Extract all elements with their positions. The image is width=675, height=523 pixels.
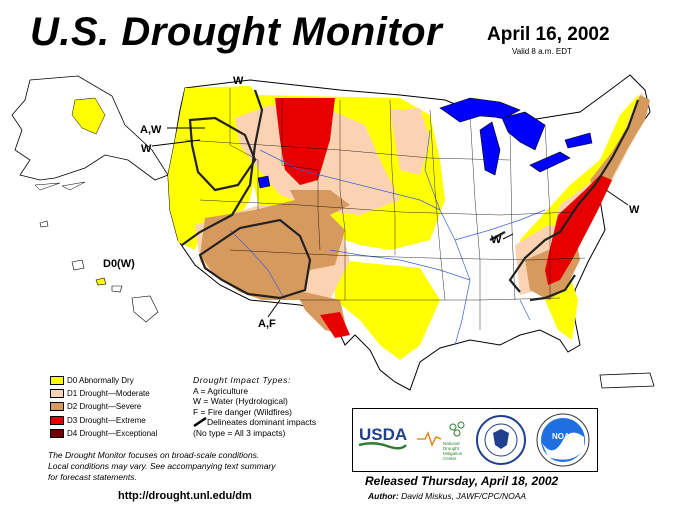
great-lakes (439, 97, 593, 176)
impact-agriculture: A = Agriculture (193, 385, 249, 396)
legend-item-d0: D0 Abnormally Dry (50, 374, 200, 387)
legend-label: D3 Drought—Extreme (67, 415, 146, 425)
legend-item-d1: D1 Drought—Moderate (50, 387, 200, 400)
impact-label-af: A,F (258, 318, 276, 330)
note-line-2: Local conditions may vary. See accompany… (48, 461, 276, 471)
legend-label: D1 Drought—Moderate (67, 389, 150, 399)
ndmc-logo: National Drought Mitigation Center (417, 421, 465, 461)
svg-text:NOAA: NOAA (552, 432, 576, 441)
map-date: April 16, 2002 (487, 24, 610, 45)
svg-text:Drought: Drought (443, 446, 460, 451)
legend-label: D0 Abnormally Dry (67, 376, 134, 386)
impact-types: Drought Impact Types: A = Agriculture W … (193, 375, 316, 438)
impact-label-w-north: W (233, 75, 244, 87)
svg-text:National: National (443, 441, 460, 446)
legend-swatch (50, 389, 64, 399)
legend-item-d2: D2 Drought—Severe (50, 400, 200, 413)
state-boundaries (184, 88, 586, 330)
impact-line-label: Delineates dominant impacts (207, 417, 317, 427)
impact-heading: Drought Impact Types: (193, 375, 291, 385)
legend-item-d4: D4 Drought—Exceptional (50, 427, 200, 440)
noaa-logo: NOAA (536, 413, 590, 467)
impact-fire: F = Fire danger (Wildfires) (193, 406, 292, 417)
svg-text:USDA: USDA (359, 425, 407, 444)
author-label: Author: (368, 491, 399, 501)
commerce-seal (476, 415, 526, 465)
rivers (229, 129, 546, 346)
author-name: David Miskus, JAWF/CPC/NOAA (401, 491, 527, 501)
page-title: U.S. Drought Monitor (30, 10, 443, 54)
logos-graphic: USDA National Drought Mitigation Center … (358, 413, 590, 467)
disclaimer-note: The Drought Monitor focuses on broad-sca… (48, 450, 276, 483)
usda-logo: USDA (358, 421, 407, 451)
agency-logos: USDA National Drought Mitigation Center … (352, 408, 598, 472)
great-salt-lake (257, 175, 271, 189)
released-date: Released Thursday, April 18, 2002 (365, 474, 559, 488)
hawaii (39, 220, 159, 323)
impact-none: (No type = All 3 impacts) (193, 427, 286, 438)
note-line-3: for forecast statements. (48, 472, 137, 482)
impact-line-icon (193, 417, 207, 428)
impact-label-hawaii: D0(W) (103, 258, 135, 270)
note-line-1: The Drought Monitor focuses on broad-sca… (48, 450, 260, 460)
valid-time: Valid 8 a.m. EDT (512, 47, 572, 56)
website-link[interactable]: http://drought.unl.edu/dm (118, 490, 252, 502)
legend: D0 Abnormally Dry D1 Drought—Moderate D2… (50, 374, 200, 440)
impact-label-w-east: W (629, 204, 640, 216)
impact-label-aw: A,W (140, 124, 162, 136)
puerto-rico (599, 372, 655, 389)
svg-text:Center: Center (443, 456, 457, 461)
legend-swatch (50, 428, 64, 438)
legend-swatch (50, 415, 64, 425)
legend-swatch (50, 402, 64, 412)
author: Author: David Miskus, JAWF/CPC/NOAA (368, 491, 526, 501)
alaska (11, 75, 169, 191)
impact-line-row: Delineates dominant impacts (193, 417, 316, 428)
legend-swatch (50, 376, 64, 386)
impact-label-w-midwest: W (491, 234, 502, 246)
impact-water: W = Water (Hydrological) (193, 396, 288, 406)
legend-item-d3: D3 Drought—Extreme (50, 414, 200, 427)
drought-areas (168, 86, 650, 360)
legend-label: D2 Drought—Severe (67, 402, 142, 412)
svg-text:Mitigation: Mitigation (443, 451, 463, 456)
impact-label-w-west: W (141, 143, 152, 155)
legend-label: D4 Drought—Exceptional (67, 428, 158, 438)
impact-boundaries (181, 89, 640, 302)
